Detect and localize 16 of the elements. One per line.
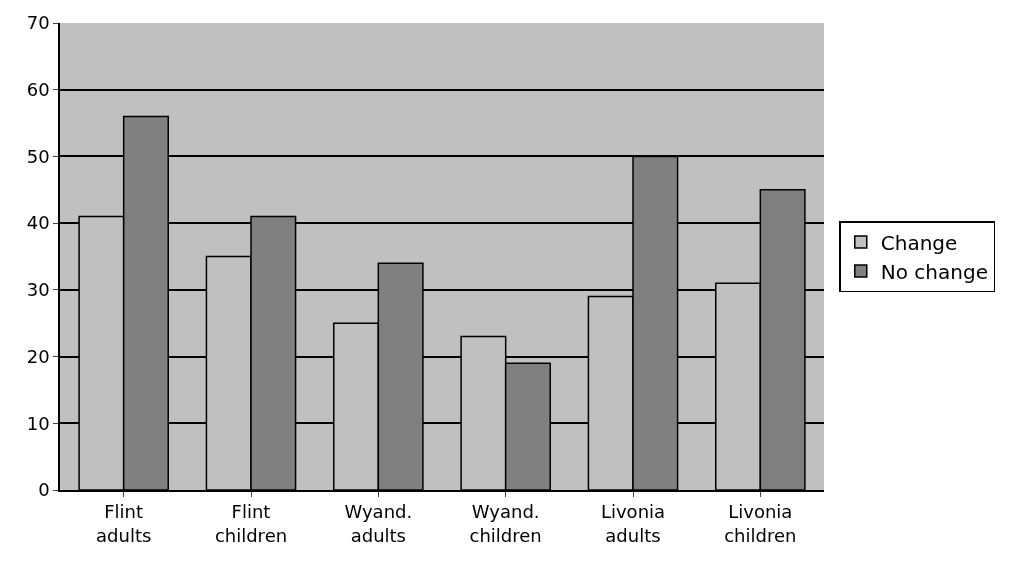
x-tick-label: Wyand. adults	[344, 501, 413, 546]
y-tick-label: 50	[26, 145, 50, 167]
y-tick-label: 60	[26, 79, 50, 101]
x-tick-label: Flint children	[214, 501, 288, 546]
x-tick-label: Wyand. children	[469, 501, 542, 546]
legend-label: No change	[880, 259, 988, 284]
x-tick-label: Flint adults	[96, 501, 152, 546]
y-tick-label: 40	[26, 212, 50, 234]
x-tick-label: Livonia children	[724, 501, 797, 546]
y-tick-label: 10	[26, 412, 50, 434]
y-tick-label: 0	[38, 479, 50, 501]
x-tick-label: Livonia adults	[600, 501, 666, 546]
y-tick-label: 70	[26, 12, 50, 34]
y-tick-label: 30	[26, 279, 50, 301]
y-tick-label: 20	[26, 345, 50, 367]
legend-label: Change	[880, 230, 958, 255]
